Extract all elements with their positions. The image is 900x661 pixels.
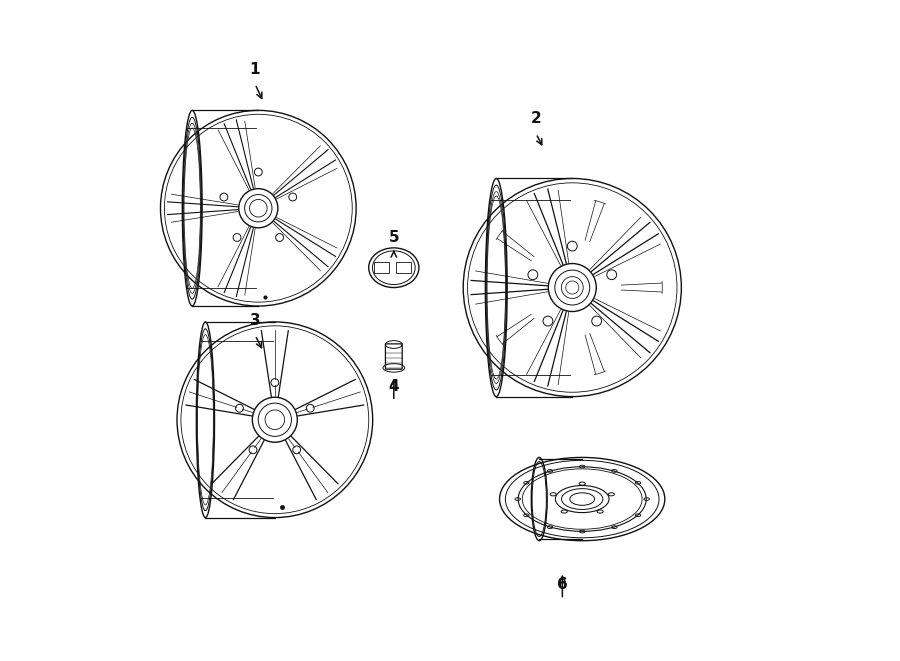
Circle shape <box>250 447 256 452</box>
Circle shape <box>234 235 239 240</box>
Circle shape <box>544 318 551 325</box>
Text: 4: 4 <box>389 379 399 394</box>
Text: 3: 3 <box>249 313 260 328</box>
Bar <box>392 264 395 272</box>
Circle shape <box>256 169 261 175</box>
Circle shape <box>237 406 242 410</box>
Bar <box>374 262 390 273</box>
Circle shape <box>273 380 277 385</box>
Text: 6: 6 <box>557 578 568 592</box>
Text: 2: 2 <box>531 112 541 126</box>
Text: 5: 5 <box>389 231 399 245</box>
Text: 1: 1 <box>250 62 260 77</box>
Bar <box>396 262 411 273</box>
Circle shape <box>569 243 576 249</box>
Circle shape <box>529 272 536 278</box>
Circle shape <box>308 406 312 410</box>
Circle shape <box>221 194 227 200</box>
Circle shape <box>608 272 615 278</box>
Circle shape <box>290 194 295 200</box>
Circle shape <box>593 318 600 325</box>
Circle shape <box>277 235 283 240</box>
Circle shape <box>294 447 299 452</box>
